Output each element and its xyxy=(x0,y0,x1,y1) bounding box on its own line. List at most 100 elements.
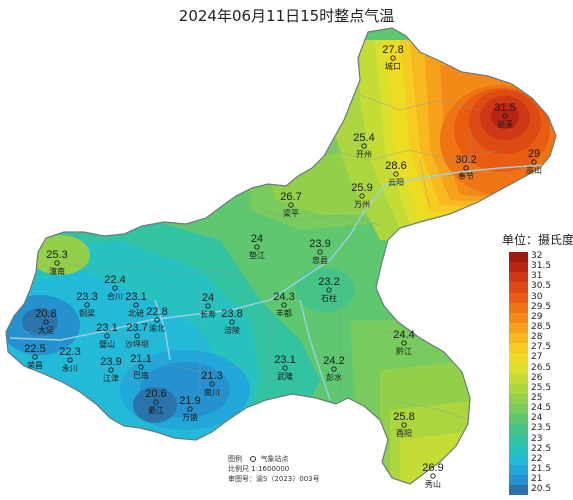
station-temp: 23.1 xyxy=(274,354,295,366)
station-temp: 25.8 xyxy=(393,411,414,423)
station-marker-icon xyxy=(502,113,508,119)
station-14: 22.8 渝北 xyxy=(146,306,167,333)
station-name: 万盛 xyxy=(182,412,198,422)
station-12: 23.3 铜梁 xyxy=(76,291,97,318)
legend-label: 31 xyxy=(531,271,543,282)
station-marker-icon xyxy=(531,159,537,165)
legend-swatch xyxy=(509,252,528,263)
station-name: 垫江 xyxy=(249,250,265,260)
station-temp: 23.9 xyxy=(100,356,121,368)
stations-layer: 27.8 城口 31.5 巫溪 25.4 开州 28.6 云阳 30.2 奉节 29 巫山 26.7 梁平… xyxy=(24,44,542,489)
station-22: 22.5 荣昌 xyxy=(24,343,45,370)
station-5: 29 巫山 xyxy=(526,148,542,175)
station-8: 24 垫江 xyxy=(249,233,265,260)
station-13: 23.1 北碚 xyxy=(125,291,146,318)
station-name: 奉节 xyxy=(458,171,474,181)
station-temp: 25.3 xyxy=(46,249,67,261)
legend-swatch xyxy=(509,464,528,476)
footer-scale-label: 比例尺 xyxy=(228,465,249,473)
station-temp: 25.9 xyxy=(351,182,372,194)
station-name: 璧山 xyxy=(99,339,115,349)
legend-swatch xyxy=(509,292,528,303)
station-27: 20.6 綦江 xyxy=(145,388,166,415)
station-name: 黔江 xyxy=(396,346,412,356)
station-19: 20.8 大足 xyxy=(35,308,56,335)
station-2: 25.4 开州 xyxy=(353,132,374,159)
station-marker-icon xyxy=(209,381,215,387)
legend-label: 24.5 xyxy=(531,403,552,414)
legend-swatch xyxy=(509,424,528,435)
station-temp: 25.4 xyxy=(353,132,374,144)
legend-swatch xyxy=(509,363,528,374)
station-name: 永川 xyxy=(62,363,78,373)
station-32: 25.8 酉阳 xyxy=(393,411,414,438)
legend-label: 25.5 xyxy=(531,382,552,393)
station-marker-icon xyxy=(54,260,60,266)
station-21: 23.7 沙坪坝 xyxy=(125,322,149,349)
station-temp: 24.4 xyxy=(393,329,414,341)
station-name: 南川 xyxy=(204,387,220,397)
legend-swatch xyxy=(509,322,528,334)
legend-label: 26.5 xyxy=(531,362,552,373)
footer-approval-label: 审图号： xyxy=(228,475,256,483)
legend-label: 21.5 xyxy=(531,463,552,474)
legend-label: 29.5 xyxy=(531,301,552,312)
station-marker-icon xyxy=(281,302,287,308)
station-name: 巴南 xyxy=(133,370,149,380)
station-31: 24.4 黔江 xyxy=(393,329,414,356)
station-temp: 22.5 xyxy=(24,343,45,355)
station-24: 23.9 江津 xyxy=(100,356,121,383)
legend-label: 31.5 xyxy=(531,261,552,272)
station-28: 21.9 万盛 xyxy=(179,395,200,422)
station-name: 沙坪坝 xyxy=(125,340,149,349)
legend-swatch xyxy=(509,272,528,283)
legend-swatch xyxy=(509,454,528,465)
legend-swatch xyxy=(509,353,528,364)
station-name: 铜梁 xyxy=(79,308,95,318)
legend-swatch xyxy=(509,393,528,405)
station-temp: 26.7 xyxy=(280,191,301,203)
station-33: 26.9 秀山 xyxy=(422,462,443,489)
station-temp: 23.1 xyxy=(96,322,117,334)
station-name: 石柱 xyxy=(321,293,337,303)
station-temp: 26.9 xyxy=(422,462,443,474)
station-23: 22.3 永川 xyxy=(59,346,80,373)
station-temp: 24.3 xyxy=(273,291,294,303)
legend-label: 30 xyxy=(531,291,543,302)
station-11: 22.4 合川 xyxy=(104,274,125,301)
footer-scale-value: 1:1600000 xyxy=(251,465,290,473)
legend-swatch xyxy=(509,414,528,425)
station-name: 北碚 xyxy=(128,308,144,318)
legend-swatch xyxy=(509,312,528,323)
legend-swatch xyxy=(509,485,528,496)
station-temp: 21.1 xyxy=(130,353,151,365)
station-name: 长寿 xyxy=(200,309,216,319)
map-title: 2024年06月11日15时整点气温 xyxy=(178,7,395,25)
station-25: 21.1 巴南 xyxy=(130,353,151,380)
station-marker-icon xyxy=(463,165,469,171)
legend-label: 23.5 xyxy=(531,423,552,434)
station-marker-icon xyxy=(153,399,159,405)
station-name: 忠县 xyxy=(312,256,328,265)
station-name: 丰都 xyxy=(276,308,292,318)
station-temp: 24 xyxy=(251,233,263,245)
station-marker-icon xyxy=(254,244,260,250)
legend-swatch xyxy=(509,383,528,394)
station-marker-icon xyxy=(401,340,407,346)
station-name: 綦江 xyxy=(148,405,164,415)
station-marker-icon xyxy=(154,317,160,323)
station-6: 26.7 梁平 xyxy=(280,191,301,218)
station-temp: 30.2 xyxy=(455,154,476,166)
station-10: 25.3 潼南 xyxy=(46,249,67,276)
station-marker-icon xyxy=(331,366,337,372)
legend-label: 23 xyxy=(531,433,543,444)
station-0: 27.8 城口 xyxy=(382,44,403,71)
station-temp: 20.8 xyxy=(35,308,56,320)
station-26: 21.3 南川 xyxy=(201,370,222,397)
station-marker-icon xyxy=(430,473,436,479)
legend-label: 25 xyxy=(531,392,543,403)
station-marker-icon xyxy=(32,354,38,360)
station-marker-icon xyxy=(134,333,140,339)
legend-label: 26 xyxy=(531,372,543,383)
station-marker-icon xyxy=(393,171,399,177)
